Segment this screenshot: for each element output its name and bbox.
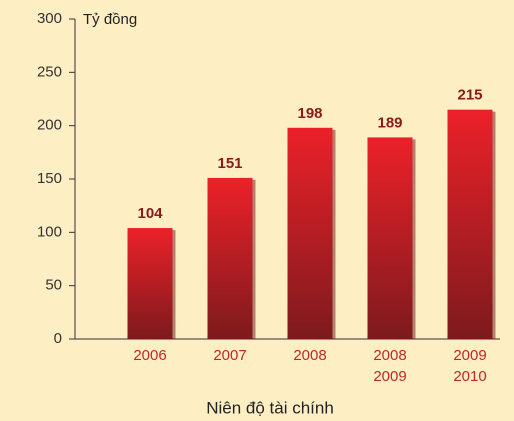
bar	[447, 109, 493, 340]
y-tick-label: 150	[37, 170, 62, 187]
value-label: 198	[297, 105, 322, 122]
bar	[127, 228, 173, 339]
y-tick-label: 100	[37, 223, 62, 240]
bar	[207, 177, 253, 339]
x-tick-label: 2008	[373, 347, 406, 364]
value-label: 189	[377, 114, 402, 131]
y-tick-label: 250	[37, 63, 62, 80]
y-tick-label: 50	[45, 277, 62, 294]
x-tick-label: 2009	[373, 368, 406, 385]
bar	[287, 127, 333, 339]
x-tick-label: 2010	[453, 368, 486, 385]
value-label: 104	[137, 205, 163, 222]
y-axis-label: Tỷ đồng	[83, 11, 137, 28]
x-tick-label: 2006	[133, 347, 166, 364]
bar	[367, 137, 413, 339]
value-label: 151	[217, 155, 242, 172]
y-tick-label: 300	[37, 10, 62, 27]
x-tick-label: 2009	[453, 347, 486, 364]
x-tick-label: 2007	[213, 347, 246, 364]
value-label: 215	[457, 87, 482, 104]
y-tick-label: 0	[54, 330, 62, 347]
x-axis-label: Niên độ tài chính	[206, 398, 334, 417]
y-tick-label: 200	[37, 117, 62, 134]
x-tick-label: 2008	[293, 347, 326, 364]
